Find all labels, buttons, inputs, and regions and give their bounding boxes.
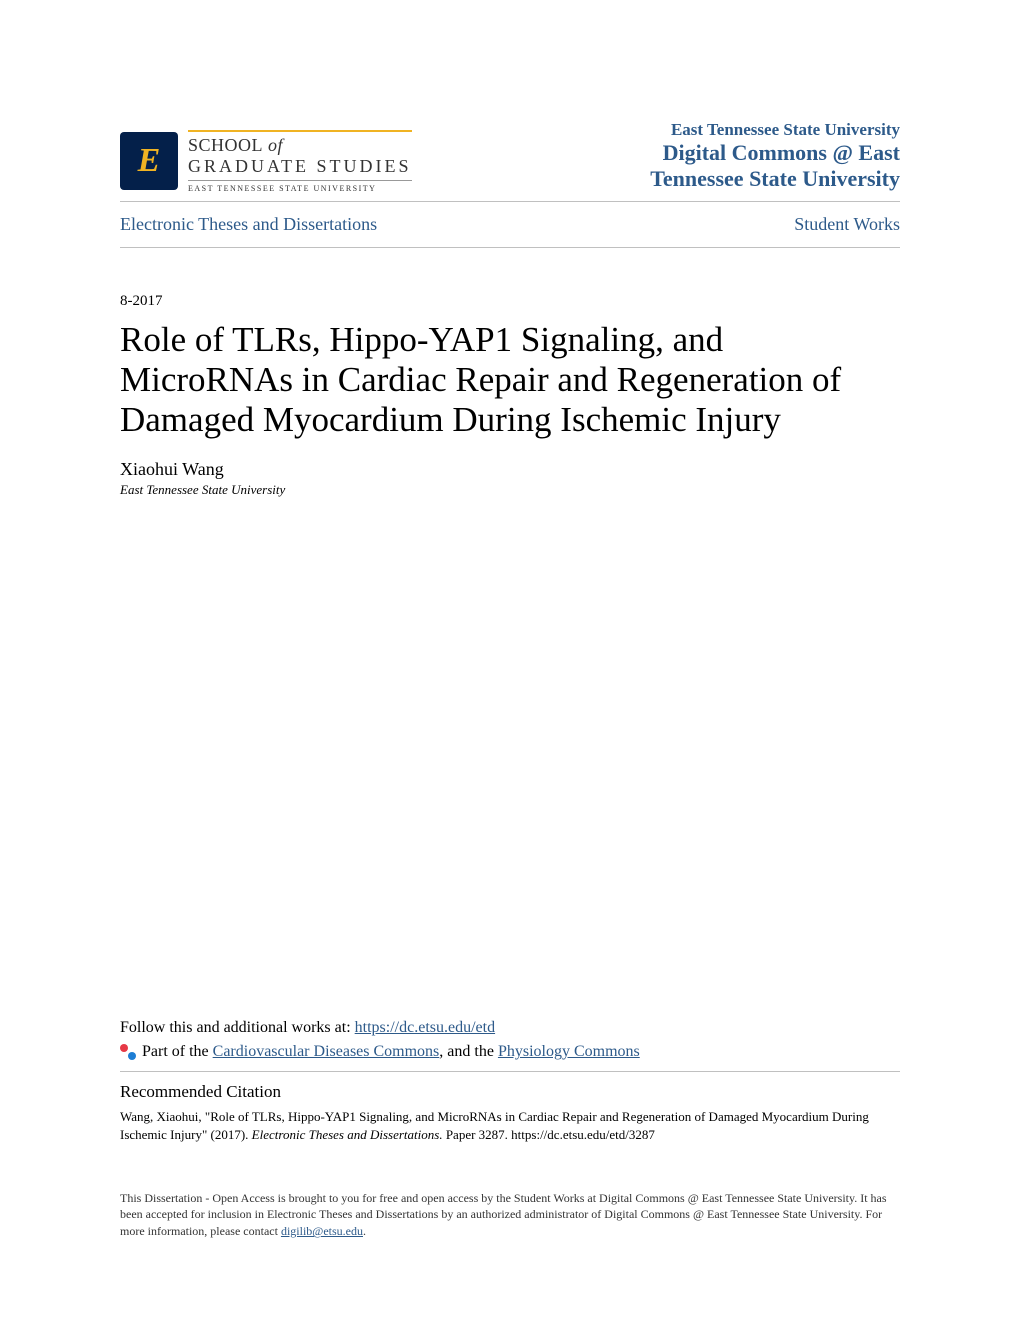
- author-name: Xiaohui Wang: [120, 459, 900, 480]
- repository-name-line2[interactable]: Tennessee State University: [650, 166, 900, 192]
- commons-link-1[interactable]: Cardiovascular Diseases Commons: [213, 1043, 440, 1060]
- part-of-text: Part of the Cardiovascular Diseases Comm…: [142, 1043, 640, 1061]
- part-of-prefix: Part of the: [142, 1043, 213, 1060]
- footer-pre: This Dissertation - Open Access is broug…: [120, 1191, 887, 1239]
- logo-letter: E: [138, 142, 161, 180]
- citation-post: Paper 3287. https://dc.etsu.edu/etd/3287: [443, 1127, 655, 1142]
- repository-name-line1[interactable]: Digital Commons @ East: [650, 140, 900, 166]
- breadcrumb-collection-link[interactable]: Electronic Theses and Dissertations: [120, 214, 377, 235]
- divider-breadcrumb: [120, 247, 900, 248]
- follow-url-link[interactable]: https://dc.etsu.edu/etd: [355, 1019, 495, 1036]
- network-icon: [120, 1044, 136, 1060]
- footer-email-link[interactable]: digilib@etsu.edu: [281, 1224, 363, 1238]
- commons-link-2[interactable]: Physiology Commons: [498, 1043, 640, 1060]
- logo-school-word: SCHOOL: [188, 135, 263, 155]
- institution-block: East Tennessee State University Digital …: [650, 120, 900, 193]
- university-logo-icon: E: [120, 132, 178, 190]
- breadcrumb-section-link[interactable]: Student Works: [794, 214, 900, 235]
- logo-school-line1: SCHOOL of: [188, 135, 412, 156]
- logo-school-line2: GRADUATE STUDIES: [188, 156, 412, 177]
- part-of-mid: , and the: [439, 1043, 498, 1060]
- logo-block: E SCHOOL of GRADUATE STUDIES EAST TENNES…: [120, 130, 412, 193]
- logo-of-word: of: [263, 135, 283, 155]
- part-of-row: Part of the Cardiovascular Diseases Comm…: [120, 1043, 900, 1061]
- logo-university-sub: EAST TENNESSEE STATE UNIVERSITY: [188, 180, 412, 193]
- breadcrumb-row: Electronic Theses and Dissertations Stud…: [120, 202, 900, 247]
- citation-heading: Recommended Citation: [120, 1082, 900, 1102]
- institution-name[interactable]: East Tennessee State University: [650, 120, 900, 140]
- paper-title: Role of TLRs, Hippo-YAP1 Signaling, and …: [120, 320, 900, 441]
- footer-post: .: [363, 1224, 366, 1238]
- footer-text: This Dissertation - Open Access is broug…: [120, 1190, 900, 1240]
- logo-text-block: SCHOOL of GRADUATE STUDIES EAST TENNESSE…: [188, 130, 412, 193]
- follow-line: Follow this and additional works at: htt…: [120, 1019, 900, 1037]
- citation-text: Wang, Xiaohui, "Role of TLRs, Hippo-YAP1…: [120, 1108, 900, 1144]
- publication-date: 8-2017: [120, 293, 900, 310]
- author-affiliation: East Tennessee State University: [120, 482, 900, 498]
- header-row: E SCHOOL of GRADUATE STUDIES EAST TENNES…: [120, 120, 900, 193]
- divider-citation: [120, 1071, 900, 1072]
- citation-journal: Electronic Theses and Dissertations.: [252, 1127, 443, 1142]
- follow-prefix: Follow this and additional works at:: [120, 1019, 355, 1036]
